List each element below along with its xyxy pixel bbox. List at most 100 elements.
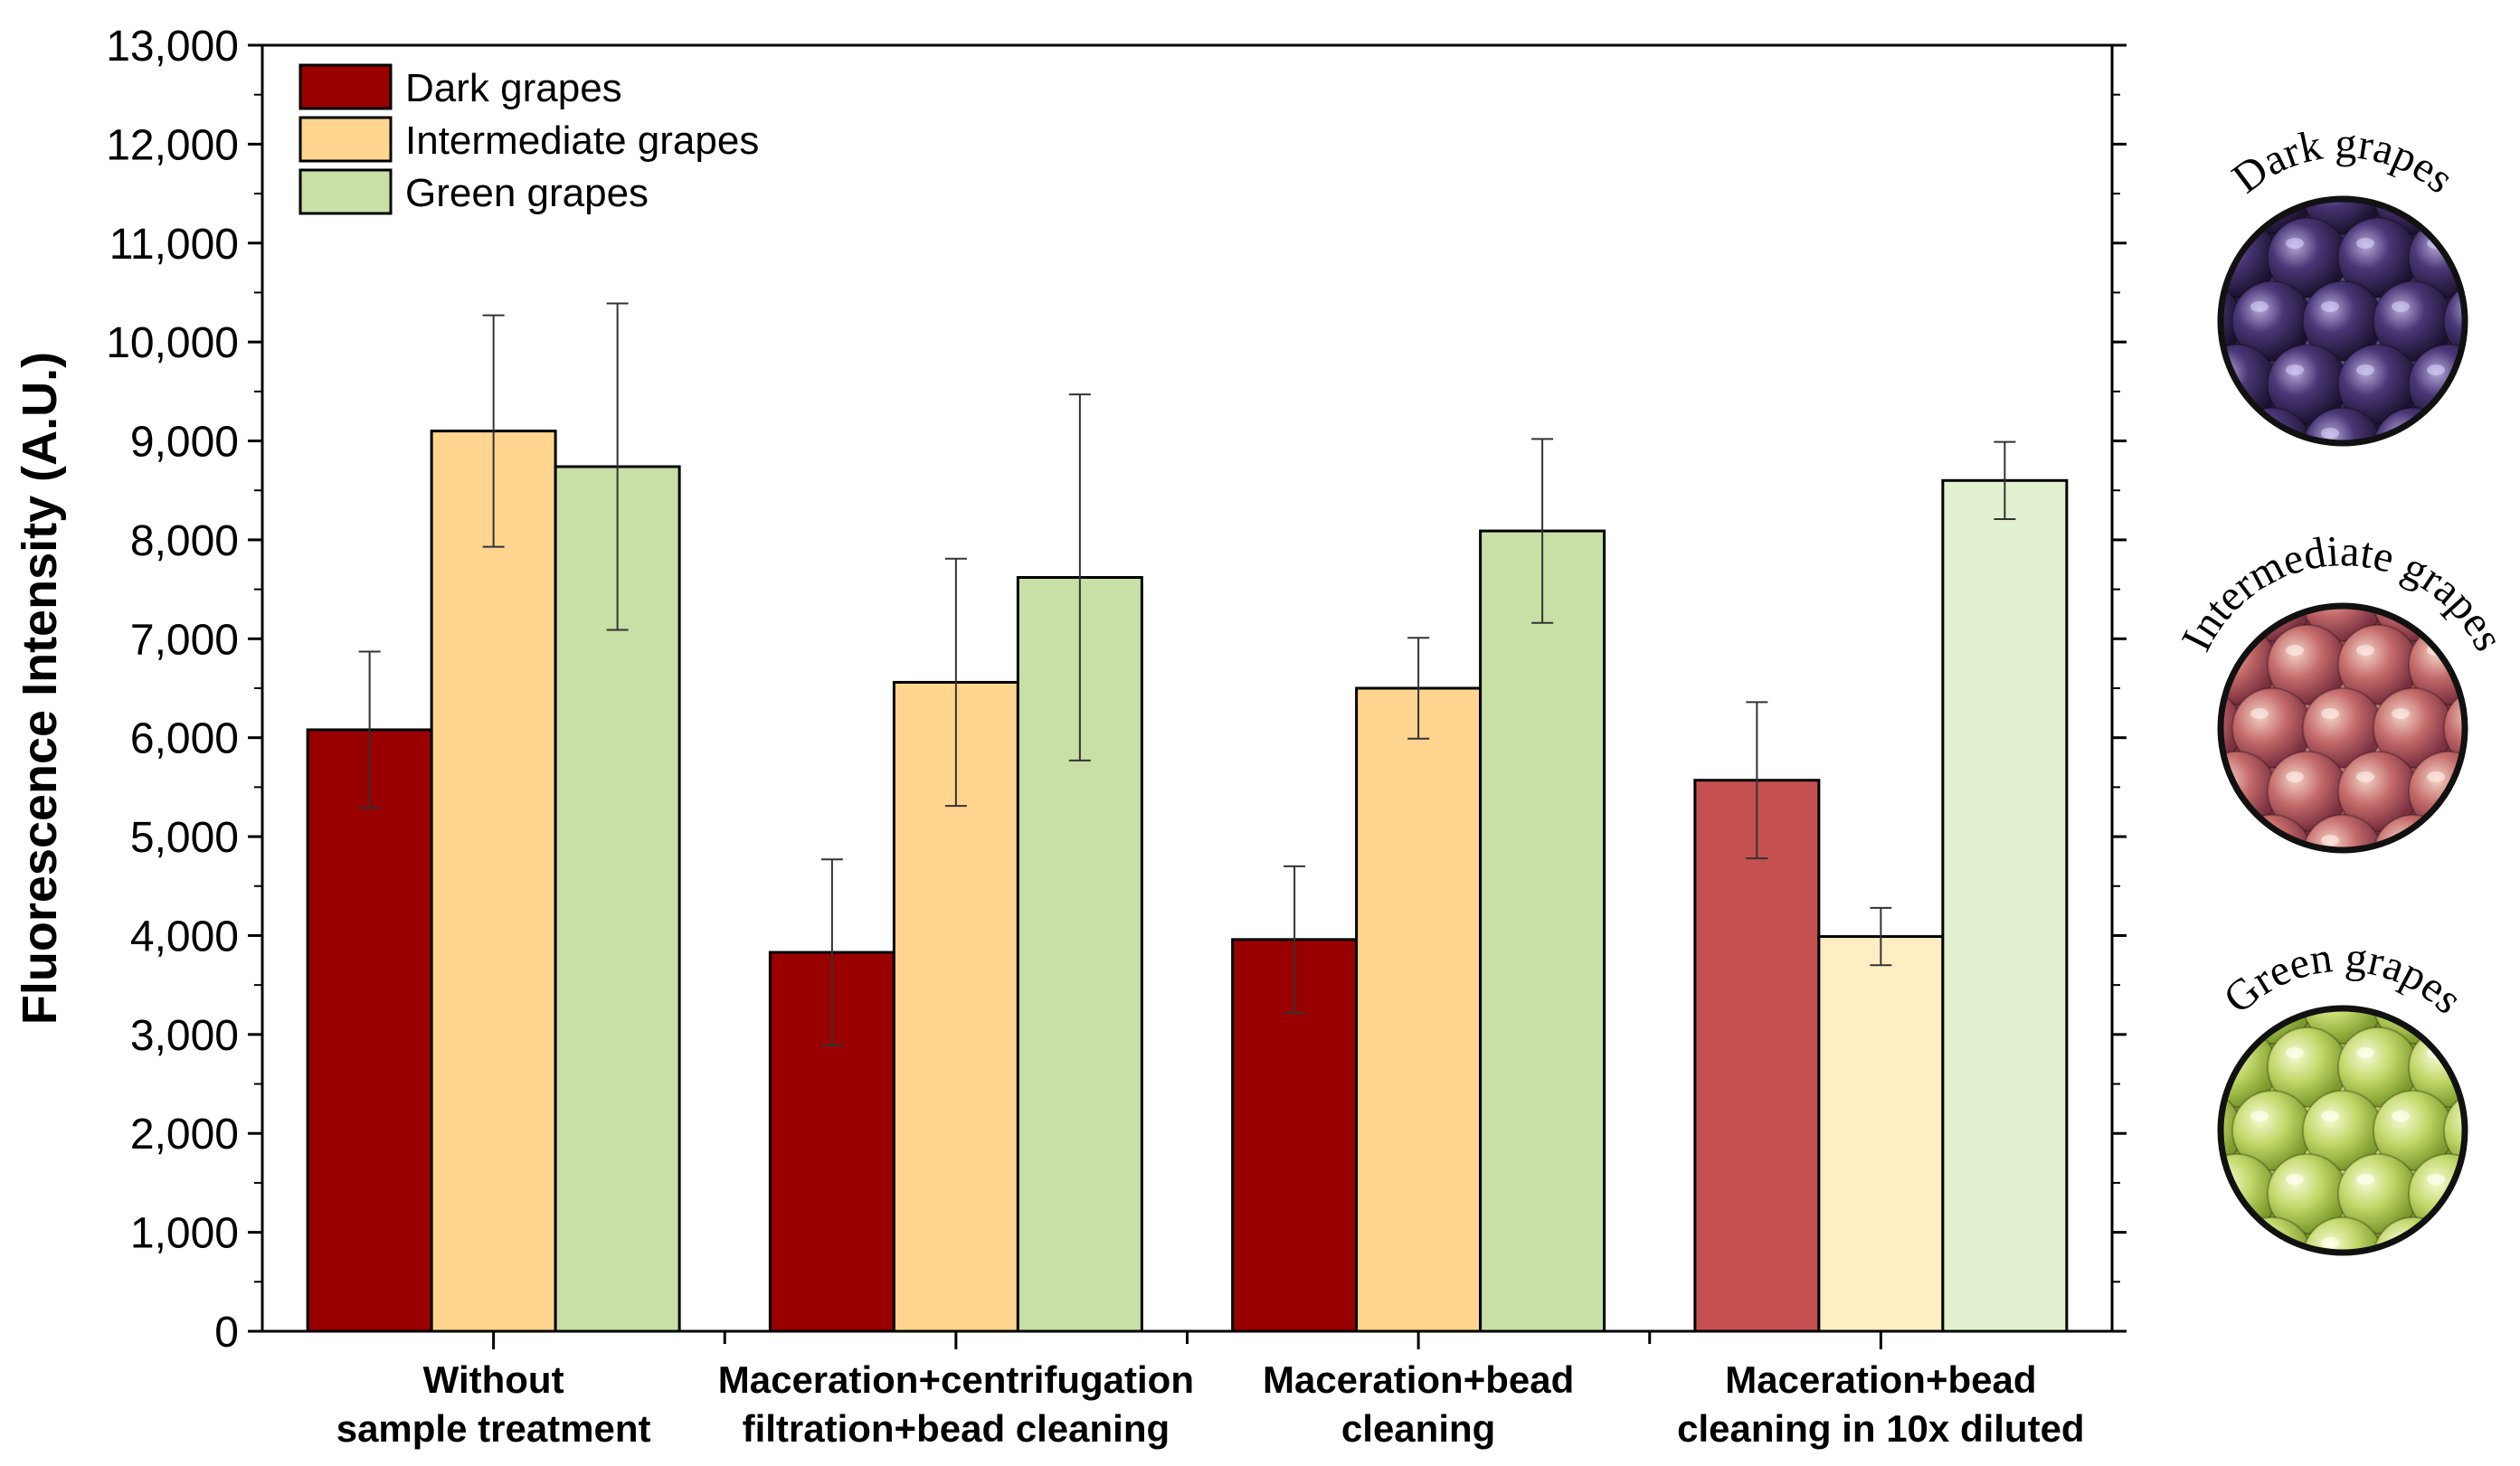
grape-highlight [2180, 1111, 2198, 1121]
grape-highlight [2356, 238, 2374, 249]
green-grapes-photo: Green grapes [2091, 901, 2520, 1360]
legend-label-intermediate: Intermediate grapes [405, 118, 759, 163]
grape-berry [2302, 199, 2383, 235]
grape-berry [2091, 1217, 2171, 1297]
grape-highlight [2286, 898, 2304, 909]
grape-berry [2479, 1154, 2520, 1234]
grape-berry [2515, 964, 2520, 1044]
grape-berry [2127, 878, 2206, 958]
grape-highlight [2250, 1237, 2269, 1248]
grape-berry [2338, 1281, 2418, 1360]
legend-swatch-green [298, 168, 393, 215]
grape-highlight [2356, 518, 2374, 529]
grape-highlight [2427, 111, 2445, 122]
grape-highlight [2286, 518, 2304, 529]
intermediate-grapes-photo: Intermediate grapes [2091, 498, 2520, 958]
grape-berry [2479, 901, 2520, 980]
grape-highlight [2356, 491, 2374, 502]
grape-berry [2197, 878, 2277, 958]
grape-highlight [2497, 518, 2515, 529]
grape-highlight [2286, 645, 2304, 656]
x-category-label-line1: Maceration+centrifugation [718, 1358, 1194, 1401]
grape-highlight [2462, 835, 2465, 846]
grape-highlight [2145, 771, 2163, 782]
grape-berry [2127, 91, 2206, 171]
bar-dark-0 [306, 728, 433, 1333]
grape-highlight [2462, 428, 2465, 439]
grape-highlight [2427, 518, 2445, 529]
grape-berry [2302, 606, 2383, 642]
x-axis: Without sample treatment Maceration+centri… [336, 1331, 2085, 1450]
grape-highlight [2427, 1300, 2445, 1311]
y-tick-label: 11,000 [109, 221, 239, 269]
grape-highlight [2215, 921, 2233, 932]
grape-highlight [2497, 898, 2515, 909]
grape-highlight [2145, 1300, 2163, 1311]
grape-berry [2479, 498, 2520, 578]
grape-berry [2197, 471, 2277, 551]
bar-intermediate-3 [1817, 935, 1945, 1333]
grape-highlight [2497, 1300, 2515, 1311]
grape-berry [2479, 91, 2520, 171]
grape-highlight [2250, 301, 2269, 312]
grape-berry [2479, 752, 2520, 831]
y-tick-label: 9,000 [130, 419, 239, 467]
grape-highlight [2180, 1237, 2198, 1248]
grape-highlight [2321, 1237, 2339, 1248]
grape-highlight [2215, 111, 2233, 122]
y-tick-label: 8,000 [130, 517, 239, 565]
grape-berry [2515, 1217, 2520, 1297]
grape-highlight [2215, 518, 2233, 529]
grape-berry [2127, 218, 2206, 298]
grape-highlight [2286, 1174, 2304, 1185]
bar-intermediate-0 [430, 430, 557, 1333]
x-category-label-line2: filtration+bead cleaning [743, 1407, 1170, 1450]
legend-swatch-intermediate [298, 116, 393, 163]
grape-berry [2302, 1008, 2383, 1045]
grape-highlight [2392, 1111, 2410, 1121]
grape-highlight [2462, 175, 2480, 185]
grape-highlight [2427, 364, 2445, 375]
y-tick-label: 0 [214, 1309, 239, 1357]
bar-green-3 [1941, 478, 2069, 1333]
bar-intermediate-2 [1355, 686, 1483, 1333]
dark-grapes-photo: Dark grapes [2127, 91, 2520, 551]
grape-highlight [2180, 175, 2198, 185]
grape-berry [2515, 562, 2520, 641]
bars [306, 302, 2069, 1333]
grape-berry [2221, 1216, 2242, 1253]
grape-highlight [2427, 1174, 2445, 1185]
dark-grapes-label: Dark grapes [2223, 119, 2463, 203]
grape-highlight [2392, 708, 2410, 719]
grape-highlight [2286, 921, 2304, 932]
grape-berry [2127, 498, 2206, 578]
grape-highlight [2356, 921, 2374, 932]
grape-highlight [2180, 301, 2198, 312]
grape-highlight [2145, 491, 2163, 502]
grape-berry [2091, 688, 2171, 768]
x-category-label-line2: sample treatment [336, 1407, 651, 1450]
grape-highlight [2250, 428, 2269, 439]
grape-berry [2515, 155, 2520, 234]
grape-berry [2515, 815, 2520, 894]
x-category-label-line1: Maceration+bead [1725, 1358, 2036, 1401]
grape-berry [2091, 815, 2171, 894]
grape-highlight [2145, 364, 2163, 375]
x-category-label-line2: cleaning [1341, 1407, 1495, 1450]
grape-highlight [2392, 301, 2410, 312]
x-category-label-line1: Without [423, 1358, 564, 1401]
grape-highlight [2427, 771, 2445, 782]
grape-highlight [2215, 491, 2233, 502]
grape-highlight [2250, 1111, 2269, 1121]
grape-highlight [2356, 1174, 2374, 1185]
grape-berry [2127, 1281, 2206, 1360]
grape-highlight [2145, 111, 2163, 122]
grape-highlight [2286, 111, 2304, 122]
y-tick-label: 12,000 [106, 121, 239, 169]
grape-berry [2127, 471, 2206, 551]
y-tick-label: 2,000 [130, 1111, 239, 1159]
grape-highlight [2321, 582, 2339, 592]
grape-highlight [2321, 428, 2339, 439]
grape-highlight [2321, 1111, 2339, 1121]
grape-highlight [2215, 898, 2233, 909]
